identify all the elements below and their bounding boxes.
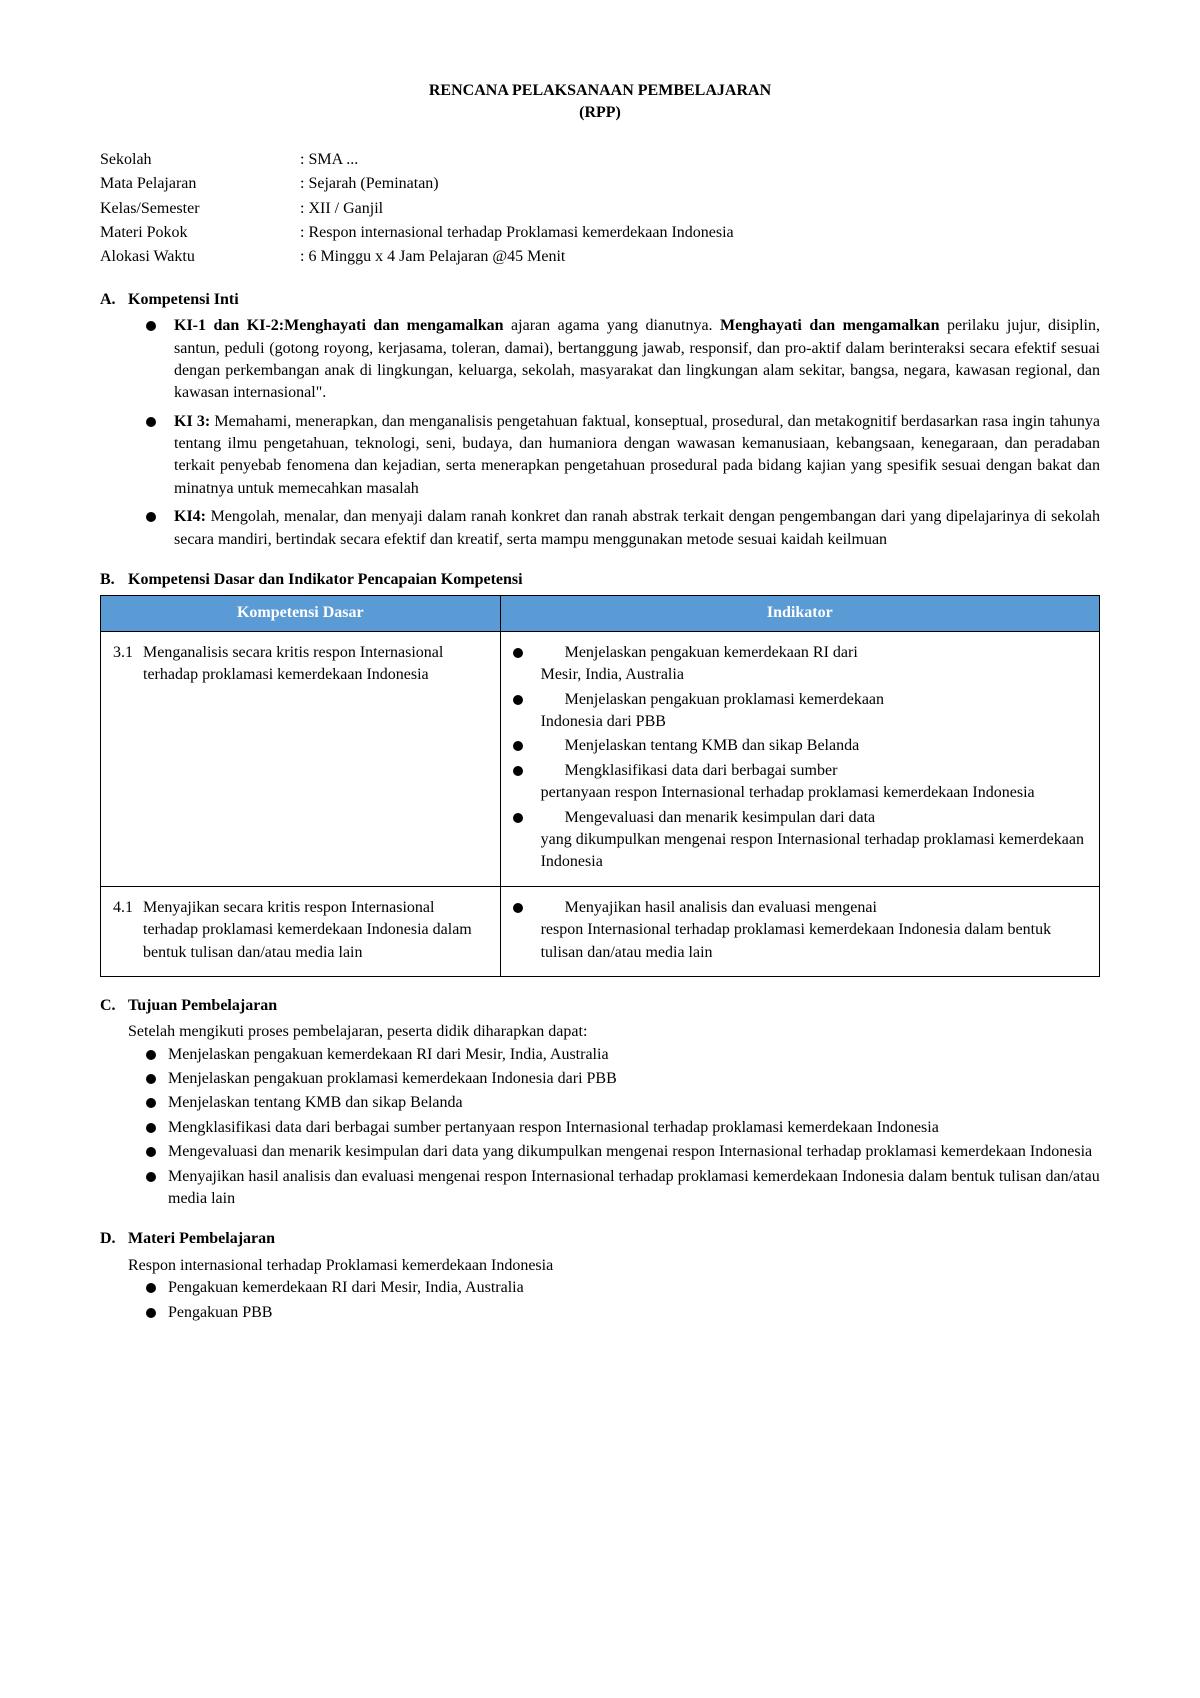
- ind-lead: Menjelaskan tentang KMB dan sikap Beland…: [541, 737, 860, 754]
- ki-label: KI 3:: [174, 413, 210, 430]
- ind-lead: Mengevaluasi dan menarik kesimpulan dari…: [541, 809, 876, 826]
- ind-lead: Menyajikan hasil analisis dan evaluasi m…: [541, 899, 877, 916]
- ki-item: KI-1 dan KI-2:Menghayati dan mengamalkan…: [146, 315, 1100, 405]
- list-item: Menjelaskan pengakuan kemerdekaan RI dar…: [146, 1044, 1100, 1066]
- kd-number: 3.1: [113, 642, 143, 664]
- list-item: Mengevaluasi dan menarik kesimpulan dari…: [146, 1141, 1100, 1163]
- list-item: Pengakuan PBB: [146, 1302, 1100, 1324]
- meta-label: Materi Pokok: [100, 222, 300, 244]
- section-title: Tujuan Pembelajaran: [128, 997, 277, 1014]
- indikator-cell: Menjelaskan pengakuan kemerdekaan RI dar…: [500, 631, 1099, 886]
- section-heading: C.Tujuan Pembelajaran: [100, 995, 1100, 1017]
- section-kompetensi-inti: A.Kompetensi Inti KI-1 dan KI-2:Menghaya…: [100, 289, 1100, 551]
- ind-cont: Indonesia dari PBB: [541, 713, 666, 730]
- list-item: Mengklasifikasi data dari berbagai sumbe…: [146, 1117, 1100, 1139]
- meta-value: : 6 Minggu x 4 Jam Pelajaran @45 Menit: [300, 246, 1100, 268]
- meta-value: : SMA ...: [300, 149, 1100, 171]
- section-title: Kompetensi Inti: [128, 291, 239, 308]
- meta-value: : XII / Ganjil: [300, 198, 1100, 220]
- meta-row: Materi Pokok : Respon internasional terh…: [100, 222, 1100, 244]
- section-intro: Setelah mengikuti proses pembelajaran, p…: [128, 1021, 1100, 1043]
- indikator-item: Menjelaskan tentang KMB dan sikap Beland…: [513, 735, 1087, 757]
- section-heading: D.Materi Pembelajaran: [100, 1228, 1100, 1250]
- indikator-cell: Menyajikan hasil analisis dan evaluasi m…: [500, 886, 1099, 976]
- section-body: Respon internasional terhadap Proklamasi…: [100, 1255, 1100, 1324]
- indikator-list: Menjelaskan pengakuan kemerdekaan RI dar…: [513, 642, 1087, 874]
- indikator-item: Menjelaskan pengakuan proklamasi kemerde…: [513, 689, 1087, 734]
- ki-item: KI 3: Memahami, menerapkan, dan menganal…: [146, 411, 1100, 501]
- meta-value: : Respon internasional terhadap Proklama…: [300, 222, 1100, 244]
- ind-cont: respon Internasional terhadap proklamasi…: [541, 921, 1051, 960]
- section-materi: D.Materi Pembelajaran Respon internasion…: [100, 1228, 1100, 1324]
- kd-cell: 3.1Menganalisis secara kritis respon Int…: [101, 631, 501, 886]
- meta-value: : Sejarah (Peminatan): [300, 173, 1100, 195]
- ind-lead: Menjelaskan pengakuan kemerdekaan RI dar…: [541, 644, 858, 661]
- kd-text: Menyajikan secara kritis respon Internas…: [143, 897, 482, 964]
- ki-item: KI4: Mengolah, menalar, dan menyaji dala…: [146, 506, 1100, 551]
- section-title: Kompetensi Dasar dan Indikator Pencapaia…: [128, 571, 523, 588]
- indikator-item: Mengklasifikasi data dari berbagai sumbe…: [513, 760, 1087, 805]
- indikator-list: Menyajikan hasil analisis dan evaluasi m…: [513, 897, 1087, 964]
- list-item: Menjelaskan tentang KMB dan sikap Beland…: [146, 1092, 1100, 1114]
- meta-row: Sekolah : SMA ...: [100, 149, 1100, 171]
- indikator-item: Mengevaluasi dan menarik kesimpulan dari…: [513, 807, 1087, 874]
- section-letter: C.: [100, 995, 128, 1017]
- meta-label: Mata Pelajaran: [100, 173, 300, 195]
- section-tujuan: C.Tujuan Pembelajaran Setelah mengikuti …: [100, 995, 1100, 1211]
- meta-label: Alokasi Waktu: [100, 246, 300, 268]
- kd-table: Kompetensi Dasar Indikator 3.1Menganalis…: [100, 595, 1100, 976]
- ki-bold-mid: Menghayati dan mengamalkan: [720, 317, 939, 334]
- section-letter: B.: [100, 569, 128, 591]
- kd-number: 4.1: [113, 897, 143, 919]
- table-header-row: Kompetensi Dasar Indikator: [101, 596, 1100, 631]
- ki-list: KI-1 dan KI-2:Menghayati dan mengamalkan…: [100, 315, 1100, 551]
- tujuan-list: Menjelaskan pengakuan kemerdekaan RI dar…: [128, 1044, 1100, 1211]
- list-item: Menyajikan hasil analisis dan evaluasi m…: [146, 1166, 1100, 1211]
- section-heading: A.Kompetensi Inti: [100, 289, 1100, 311]
- indikator-item: Menjelaskan pengakuan kemerdekaan RI dar…: [513, 642, 1087, 687]
- kd-text: Menganalisis secara kritis respon Intern…: [143, 642, 482, 687]
- th-kd: Kompetensi Dasar: [101, 596, 501, 631]
- title-line-2: (RPP): [100, 102, 1100, 124]
- section-letter: A.: [100, 289, 128, 311]
- section-letter: D.: [100, 1228, 128, 1250]
- meta-row: Alokasi Waktu : 6 Minggu x 4 Jam Pelajar…: [100, 246, 1100, 268]
- meta-label: Sekolah: [100, 149, 300, 171]
- ki-label: KI4:: [174, 508, 206, 525]
- ki-text: ajaran agama yang dianutnya.: [504, 317, 720, 334]
- th-indikator: Indikator: [500, 596, 1099, 631]
- indikator-item: Menyajikan hasil analisis dan evaluasi m…: [513, 897, 1087, 964]
- list-item: Pengakuan kemerdekaan RI dari Mesir, Ind…: [146, 1277, 1100, 1299]
- ind-lead: Mengklasifikasi data dari berbagai sumbe…: [541, 762, 838, 779]
- table-row: 3.1Menganalisis secara kritis respon Int…: [101, 631, 1100, 886]
- section-intro: Respon internasional terhadap Proklamasi…: [128, 1255, 1100, 1277]
- meta-row: Mata Pelajaran : Sejarah (Peminatan): [100, 173, 1100, 195]
- document-title: RENCANA PELAKSANAAN PEMBELAJARAN (RPP): [100, 80, 1100, 125]
- section-body: Setelah mengikuti proses pembelajaran, p…: [100, 1021, 1100, 1210]
- ind-cont: yang dikumpulkan mengenai respon Interna…: [541, 831, 1084, 870]
- ind-cont: Mesir, India, Australia: [541, 666, 684, 683]
- meta-row: Kelas/Semester : XII / Ganjil: [100, 198, 1100, 220]
- meta-label: Kelas/Semester: [100, 198, 300, 220]
- materi-list: Pengakuan kemerdekaan RI dari Mesir, Ind…: [128, 1277, 1100, 1324]
- section-kompetensi-dasar: B.Kompetensi Dasar dan Indikator Pencapa…: [100, 569, 1100, 977]
- ki-bold-lead: Menghayati dan mengamalkan: [284, 317, 503, 334]
- title-line-1: RENCANA PELAKSANAAN PEMBELAJARAN: [100, 80, 1100, 102]
- ki-label: KI-1 dan KI-2:: [174, 317, 284, 334]
- meta-block: Sekolah : SMA ... Mata Pelajaran : Sejar…: [100, 149, 1100, 269]
- ki-text: Mengolah, menalar, dan menyaji dalam ran…: [174, 508, 1100, 547]
- section-heading: B.Kompetensi Dasar dan Indikator Pencapa…: [100, 569, 1100, 591]
- ki-text: Memahami, menerapkan, dan menganalisis p…: [174, 413, 1100, 497]
- section-title: Materi Pembelajaran: [128, 1230, 275, 1247]
- list-item: Menjelaskan pengakuan proklamasi kemerde…: [146, 1068, 1100, 1090]
- table-row: 4.1Menyajikan secara kritis respon Inter…: [101, 886, 1100, 976]
- ind-lead: Menjelaskan pengakuan proklamasi kemerde…: [541, 691, 884, 708]
- ind-cont: pertanyaan respon Internasional terhadap…: [541, 784, 1035, 801]
- kd-cell: 4.1Menyajikan secara kritis respon Inter…: [101, 886, 501, 976]
